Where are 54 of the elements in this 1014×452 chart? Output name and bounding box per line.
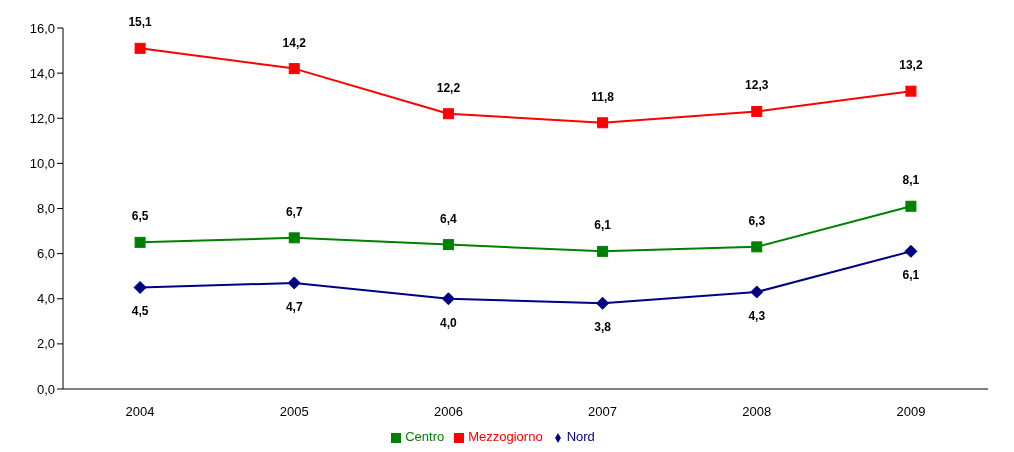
data-label: 11,8 xyxy=(591,89,615,104)
data-label: 13,2 xyxy=(899,58,923,73)
y-tick-label: 12,0 xyxy=(29,110,55,126)
data-label: 4,5 xyxy=(131,304,149,319)
point xyxy=(133,280,147,294)
x-tick-label: 2007 xyxy=(588,404,618,420)
point xyxy=(288,232,300,244)
data-label: 6,4 xyxy=(440,211,458,226)
legend-label: Nord xyxy=(566,429,595,444)
point xyxy=(905,85,917,97)
y-tick-label: 2,0 xyxy=(36,336,55,352)
x-tick-label: 2005 xyxy=(279,404,309,420)
point xyxy=(750,285,764,299)
y-tick-label: 16,0 xyxy=(29,20,55,36)
legend-label: Mezzogiorno xyxy=(468,429,543,444)
data-label: 15,1 xyxy=(128,15,153,30)
point xyxy=(134,42,146,54)
y-tick-label: 10,0 xyxy=(29,155,55,171)
data-label: 12,3 xyxy=(745,78,769,93)
x-tick-label: 2009 xyxy=(896,404,926,420)
y-tick-label: 8,0 xyxy=(36,201,55,217)
point xyxy=(442,239,454,251)
data-label: 6,1 xyxy=(902,268,920,283)
point xyxy=(288,63,300,75)
y-tick-label: 4,0 xyxy=(36,291,55,307)
point xyxy=(441,292,455,306)
x-tick-label: 2004 xyxy=(125,404,155,420)
point xyxy=(597,245,609,257)
data-label: 8,1 xyxy=(902,173,920,188)
data-label: 6,1 xyxy=(594,218,612,233)
x-tick-label: 2008 xyxy=(742,404,772,420)
point xyxy=(904,244,918,258)
data-label: 6,7 xyxy=(285,204,303,219)
point xyxy=(905,200,917,212)
point xyxy=(597,117,609,129)
y-tick-label: 0,0 xyxy=(36,381,55,397)
data-label: 3,8 xyxy=(594,320,612,335)
point xyxy=(751,105,763,117)
point xyxy=(442,108,454,120)
data-label: 4,7 xyxy=(285,299,303,314)
y-tick-label: 6,0 xyxy=(36,246,55,262)
data-label: 4,3 xyxy=(748,308,766,323)
point xyxy=(596,296,610,310)
x-tick-label: 2006 xyxy=(433,404,463,420)
data-label: 14,2 xyxy=(282,35,307,50)
point xyxy=(751,241,763,253)
point xyxy=(287,276,301,290)
data-label: 12,2 xyxy=(436,80,461,95)
y-tick-label: 14,0 xyxy=(29,65,55,81)
legend-label: Centro xyxy=(405,429,445,444)
data-label: 6,3 xyxy=(748,213,766,228)
data-label: 4,0 xyxy=(440,315,458,330)
point xyxy=(134,236,146,248)
data-label: 6,5 xyxy=(131,209,149,224)
